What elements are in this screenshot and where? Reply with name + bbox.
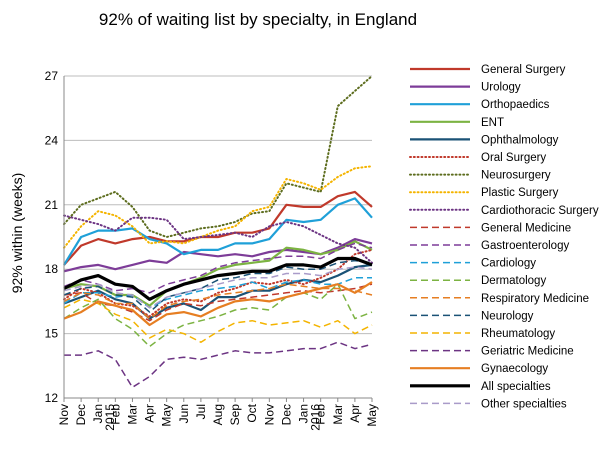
y-tick-label: 27 xyxy=(45,69,59,83)
series-line xyxy=(63,75,373,238)
x-tick-label: May xyxy=(160,404,174,427)
series-line xyxy=(63,281,373,327)
x-tick-label: Feb xyxy=(314,404,328,425)
legend-entry: Oral Surgery xyxy=(481,152,546,164)
x-tick-label: Nov xyxy=(262,404,276,425)
x-tick-label: Jun xyxy=(177,404,191,423)
legend-entry: Respiratory Medicine xyxy=(481,293,589,305)
legend-entry: All specialties xyxy=(481,381,551,393)
series-line xyxy=(63,259,373,313)
series-line xyxy=(63,242,373,294)
legend-entry: Other specialties xyxy=(481,398,567,410)
y-axis-label: 92% within (weeks) xyxy=(9,173,25,294)
series-line xyxy=(63,283,373,322)
legend-entry: Cardiology xyxy=(481,258,536,270)
x-tick-labels: Nov Dec Jan Feb Mar Apr May Jun Jul Aug Sep Oct Nov D… xyxy=(57,403,379,430)
x-year-label: 2015 xyxy=(103,404,117,431)
x-tick-label: Jan xyxy=(91,404,105,423)
legend-entry: Rheumatology xyxy=(481,328,555,340)
series-line xyxy=(63,283,373,320)
legend-entry: Neurology xyxy=(481,310,534,322)
legend-entry: Urology xyxy=(481,82,521,94)
legend-entry: Plastic Surgery xyxy=(481,187,559,199)
legend-entry: Geriatric Medicine xyxy=(481,346,574,358)
series-line xyxy=(63,190,373,266)
series-line xyxy=(63,266,373,309)
y-tick-label: 21 xyxy=(45,198,59,212)
legend-entry: Dermatology xyxy=(481,275,546,287)
legend-entry: Gynaecology xyxy=(481,363,548,375)
series-line xyxy=(64,341,373,389)
x-tick-label: Sep xyxy=(228,404,242,426)
x-tick-label: Jan xyxy=(297,404,311,423)
legend-entry: Neurosurgery xyxy=(481,170,551,182)
series-line xyxy=(63,238,373,273)
legend: General Surgery Urology Orthopaedics ENT Oph… xyxy=(409,64,599,410)
x-tick-label: Dec xyxy=(74,404,88,425)
legend-entry: Orthopaedics xyxy=(481,99,550,111)
series-line xyxy=(63,263,373,320)
series-line xyxy=(63,165,373,249)
legend-entry: Cardiothoracic Surgery xyxy=(481,205,599,217)
legend-entry: Ophthalmology xyxy=(481,134,559,146)
x-tick-label: Jul xyxy=(194,404,208,419)
series-line xyxy=(63,298,373,343)
legend-entry: General Surgery xyxy=(481,64,566,76)
series-lines xyxy=(63,75,373,389)
x-year-label: 2016 xyxy=(309,404,323,431)
legend-entry: ENT xyxy=(481,117,504,129)
series-line xyxy=(63,256,373,301)
x-tick-label: Oct xyxy=(245,403,259,422)
series-line xyxy=(63,214,373,264)
y-tick-label: 12 xyxy=(45,391,59,405)
x-tick-label: Apr xyxy=(348,404,362,423)
series-line xyxy=(63,240,373,307)
x-tick-label: Feb xyxy=(108,404,122,425)
y-tick-label: 18 xyxy=(45,262,59,276)
x-tick-label: May xyxy=(365,404,379,427)
legend-entry: Gastroenterology xyxy=(481,240,569,252)
axes xyxy=(63,76,373,402)
x-tick-label: Apr xyxy=(143,404,157,423)
legend-entry: General Medicine xyxy=(481,222,571,234)
x-tick-label: Nov xyxy=(57,404,71,425)
y-tick-label: 24 xyxy=(45,133,59,147)
y-tick-label: 15 xyxy=(45,327,59,341)
x-tick-label: Mar xyxy=(125,404,139,425)
x-tick-label: Aug xyxy=(211,404,225,425)
y-tick-labels: 12 15 18 21 24 27 xyxy=(45,69,59,405)
x-tick-label: Mar xyxy=(331,404,345,425)
x-tick-label: Dec xyxy=(279,404,293,425)
chart-title: 92% of waiting list by specialty, in Eng… xyxy=(99,10,417,29)
series-line xyxy=(63,277,372,309)
